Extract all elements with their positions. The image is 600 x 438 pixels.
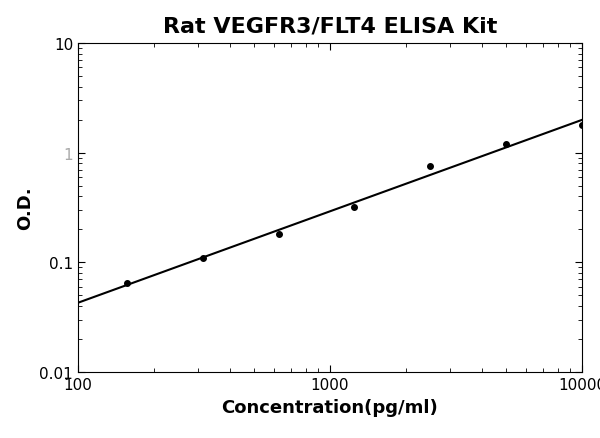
X-axis label: Concentration(pg/ml): Concentration(pg/ml) bbox=[221, 398, 439, 416]
Title: Rat VEGFR3/FLT4 ELISA Kit: Rat VEGFR3/FLT4 ELISA Kit bbox=[163, 17, 497, 37]
Y-axis label: O.D.: O.D. bbox=[16, 186, 34, 230]
